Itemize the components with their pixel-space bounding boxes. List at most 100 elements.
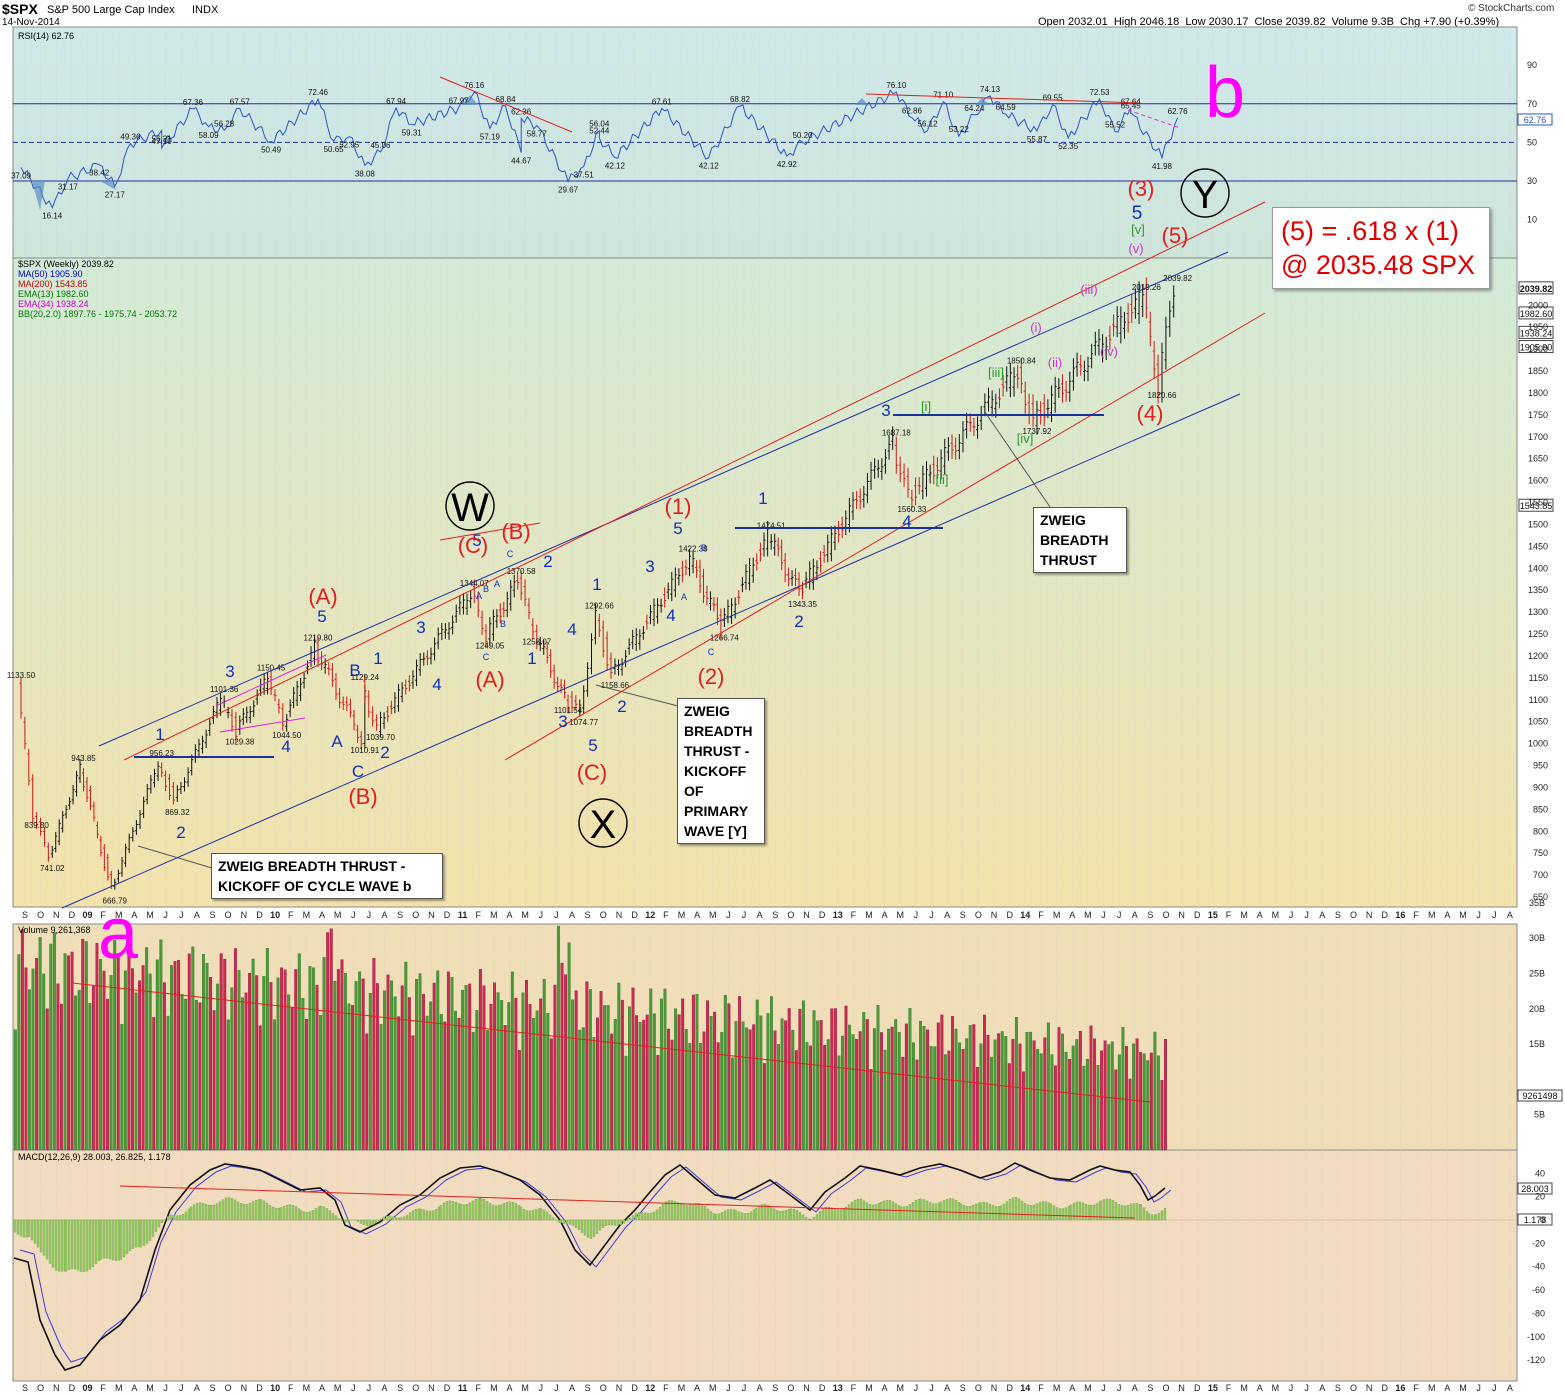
x-tick-label: J: [929, 1383, 934, 1393]
price-bar: [783, 552, 787, 583]
macd-histogram-bar: [914, 1200, 918, 1221]
volume-bar: [816, 1020, 820, 1151]
macd-histogram-bar: [646, 1212, 650, 1221]
volume-bar: [13, 1029, 17, 1151]
volume-bar: [510, 971, 514, 1151]
macd-histogram-bar: [723, 1210, 727, 1221]
macd-histogram-bar: [88, 1219, 92, 1270]
price-bar: [186, 767, 190, 787]
macd-histogram-bar: [262, 1200, 266, 1221]
macd-histogram-bar: [356, 1219, 360, 1222]
price-bar: [484, 624, 488, 648]
price-value-label: 1129.24: [351, 673, 380, 682]
volume-bar: [1089, 1025, 1093, 1151]
volume-bar: [883, 1049, 887, 1151]
macd-histogram-bar: [531, 1210, 535, 1221]
price-tag-text: 1543.85: [1520, 501, 1553, 511]
volume-bar: [564, 974, 567, 1151]
rsi-trendline: [439, 76, 573, 133]
rsi-value-label: 62.76: [1168, 107, 1189, 116]
macd-histogram-bar: [726, 1209, 730, 1221]
x-tick-label: S: [210, 910, 216, 920]
macd-histogram-bar: [670, 1200, 674, 1221]
x-tick-label: M: [1428, 910, 1436, 920]
macd-histogram-bar: [613, 1219, 617, 1226]
macd-histogram-bar: [1145, 1211, 1149, 1221]
x-tick-label: A: [131, 910, 137, 920]
volume-bar: [738, 996, 741, 1151]
x-tick-label: N: [53, 910, 60, 920]
price-bar: [957, 434, 961, 460]
volume-bar: [730, 1057, 734, 1151]
x-tick-label: M: [1053, 910, 1061, 920]
x-tick-label: D: [631, 1383, 638, 1393]
wave-label: 2: [617, 697, 626, 716]
channel-line: [439, 522, 541, 541]
volume-bar: [546, 1013, 550, 1151]
price-bar: [238, 715, 242, 735]
macd-histogram-bar: [658, 1206, 662, 1221]
macd-histogram-bar: [42, 1219, 46, 1256]
x-tick-label: D: [1382, 1383, 1389, 1393]
volume-bar: [695, 994, 699, 1151]
x-tick-label: A: [694, 1383, 700, 1393]
macd-histogram-bar: [1089, 1205, 1093, 1221]
wave-label: B: [701, 543, 707, 553]
volume-bar: [858, 1031, 862, 1151]
x-tick-label: S: [772, 910, 778, 920]
price-bar: [68, 797, 72, 810]
price-value-label: 1737.92: [1022, 427, 1051, 436]
price-bar: [418, 653, 422, 676]
x-tick-label: M: [897, 910, 905, 920]
macd-histogram-bar: [709, 1211, 713, 1221]
wave-label: 1: [592, 575, 601, 594]
x-tick-label: M: [303, 910, 311, 920]
macd-histogram-bar: [334, 1215, 338, 1221]
macd-histogram-bar: [945, 1198, 949, 1221]
price-bar: [954, 437, 958, 460]
volume-bar: [894, 1019, 898, 1151]
macd-histogram-bar: [371, 1219, 375, 1225]
price-value-label: 1560.33: [897, 505, 926, 514]
macd-histogram-bar: [1078, 1201, 1082, 1221]
volume-bar: [123, 970, 127, 1151]
price-bar: [570, 691, 574, 714]
price-bar: [102, 844, 106, 872]
x-tick-label: J: [914, 910, 919, 920]
price-value-label: 1343.35: [788, 600, 817, 609]
volume-bar: [684, 1029, 688, 1151]
volume-bar: [787, 1008, 791, 1151]
price-value-label: 1850.84: [1007, 357, 1036, 366]
x-tick-label: F: [663, 910, 669, 920]
wave-label: B: [483, 584, 489, 594]
price-bar: [252, 700, 256, 717]
price-value-label: 1101.36: [210, 685, 239, 694]
macd-histogram-bar: [279, 1207, 283, 1221]
zweig-thrust-annotation-3: ZWEIG BREADTH THRUST: [1033, 507, 1127, 573]
price-bar: [794, 568, 798, 587]
price-value-label: 1133.50: [7, 671, 36, 680]
price-bar: [582, 685, 586, 714]
macd-histogram-bar: [189, 1206, 193, 1221]
macd-histogram-bar: [145, 1219, 149, 1244]
x-tick-label: O: [975, 1383, 982, 1393]
x-tick-label: J: [179, 1383, 184, 1393]
x-tick-label: J: [1289, 910, 1294, 920]
price-bar: [1057, 378, 1061, 399]
rsi-value-label: 52.95: [339, 141, 360, 150]
volume-bar: [464, 985, 468, 1151]
price-bar: [502, 601, 506, 618]
price-tick-label: 1800: [1528, 388, 1548, 398]
price-bar: [620, 658, 624, 676]
price-bar: [935, 457, 939, 479]
x-tick-label: A: [757, 1383, 763, 1393]
price-bar: [269, 670, 273, 696]
volume-bar: [113, 940, 117, 1151]
legend-entry: MA(200) 1543.85: [18, 279, 88, 289]
macd-histogram-bar: [239, 1203, 243, 1221]
price-bar: [295, 680, 299, 707]
macd-histogram-bar: [1044, 1201, 1048, 1221]
macd-histogram-bar: [824, 1207, 828, 1221]
volume-bar: [1043, 1037, 1047, 1151]
x-tick-label: N: [616, 910, 623, 920]
